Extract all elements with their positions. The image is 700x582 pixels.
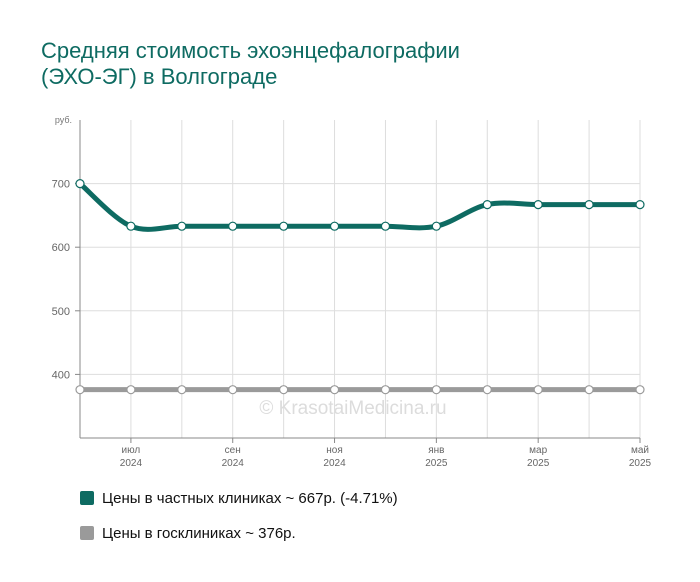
data-points bbox=[75, 179, 645, 395]
data-point-public bbox=[75, 385, 85, 395]
legend-swatch-public bbox=[80, 526, 94, 540]
legend-item-public[interactable]: Цены в госклиниках ~ 376р. bbox=[80, 521, 398, 545]
data-point-public bbox=[482, 385, 492, 395]
legend-label-private: Цены в частных клиниках ~ 667р. (-4.71%) bbox=[102, 489, 398, 507]
axes: 400 500 600 700 руб. июл 2024 сен 2024 ноя 2024 янв… bbox=[52, 115, 652, 469]
x-tick-label-month: янв bbox=[428, 445, 444, 456]
data-point-private bbox=[431, 221, 441, 231]
legend-label-public: Цены в госклиниках ~ 376р. bbox=[102, 524, 296, 542]
data-point-public bbox=[380, 385, 391, 395]
chart-title-line-1: Средняя стоимость эхоэнцефалографии bbox=[41, 38, 460, 63]
x-tick-label-month: сен bbox=[225, 445, 241, 456]
chart-title: Средняя стоимость эхоэнцефалографии (ЭХО… bbox=[41, 38, 460, 90]
data-point-private bbox=[380, 221, 391, 231]
x-tick-label-year: 2024 bbox=[120, 458, 143, 469]
data-point-private bbox=[533, 199, 543, 210]
x-tick-label-year: 2025 bbox=[527, 458, 550, 469]
legend-item-private[interactable]: Цены в частных клиниках ~ 667р. (-4.71%) bbox=[80, 486, 398, 510]
data-point-public bbox=[126, 385, 136, 395]
line-chart: 400 500 600 700 руб. июл 2024 сен 2024 ноя 2024 янв… bbox=[52, 115, 652, 469]
x-tick-label-month: июл bbox=[122, 445, 141, 456]
data-point-public bbox=[228, 385, 238, 395]
chart-title-line-2: (ЭХО-ЭГ) в Волгограде bbox=[41, 64, 278, 89]
grid bbox=[80, 120, 641, 438]
legend: Цены в частных клиниках ~ 667р. (-4.71%)… bbox=[80, 486, 398, 556]
data-point-public bbox=[431, 385, 441, 395]
data-point-public bbox=[329, 385, 340, 395]
legend-swatch-private bbox=[80, 491, 94, 505]
data-point-private bbox=[482, 199, 492, 210]
y-tick-label: 400 bbox=[52, 369, 70, 381]
y-tick-label: 500 bbox=[52, 306, 70, 318]
data-point-private bbox=[329, 221, 340, 231]
x-tick-label-year: 2025 bbox=[425, 458, 448, 469]
data-point-public bbox=[635, 385, 645, 395]
data-point-private bbox=[75, 179, 85, 189]
data-point-public bbox=[533, 385, 543, 395]
x-tick-label-month: ноя bbox=[326, 445, 343, 456]
data-point-public bbox=[177, 385, 187, 395]
watermark: © KrasotaiMedicina.ru bbox=[259, 398, 446, 419]
data-point-public bbox=[279, 385, 289, 395]
series bbox=[77, 181, 643, 393]
x-tick-label-month: мар bbox=[529, 445, 547, 456]
series-line-private bbox=[77, 181, 643, 232]
y-unit-label: руб. bbox=[55, 115, 72, 125]
data-point-private bbox=[279, 221, 289, 231]
y-tick-label: 700 bbox=[52, 179, 70, 191]
data-point-private bbox=[177, 221, 187, 231]
x-tick-label-year: 2024 bbox=[323, 458, 346, 469]
data-point-public bbox=[584, 385, 594, 395]
data-point-private bbox=[228, 221, 238, 231]
data-point-private bbox=[126, 221, 136, 231]
x-tick-label-year: 2024 bbox=[222, 458, 245, 469]
x-tick-label-month: май bbox=[631, 445, 649, 456]
data-point-private bbox=[584, 199, 594, 210]
y-tick-label: 600 bbox=[52, 242, 70, 254]
x-tick-label-year: 2025 bbox=[629, 458, 652, 469]
data-point-private bbox=[635, 199, 645, 210]
